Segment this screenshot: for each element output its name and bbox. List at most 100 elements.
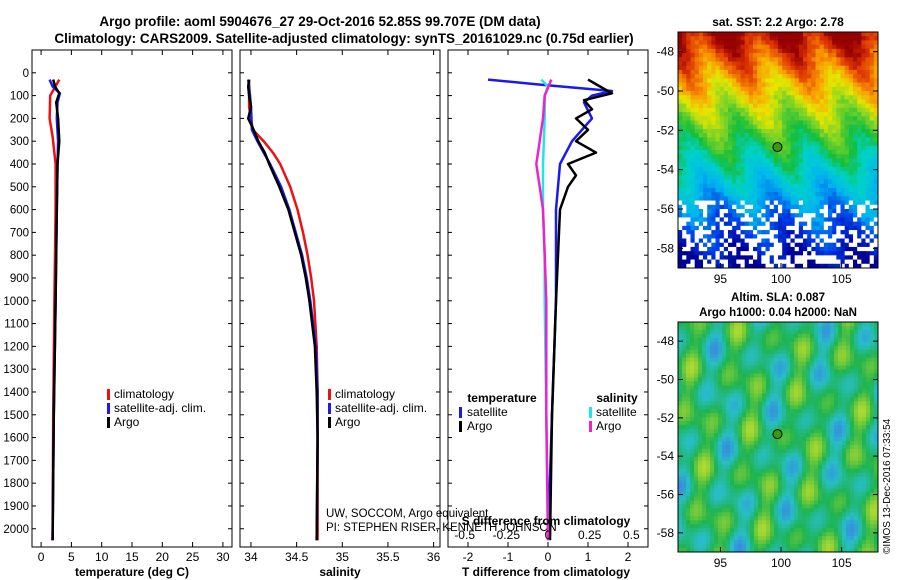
map-cell <box>707 128 712 134</box>
map-cell <box>774 480 779 486</box>
map-cell <box>750 413 755 418</box>
map-cell <box>798 349 803 355</box>
map-cell <box>866 468 871 474</box>
map-cell <box>844 95 850 100</box>
map-cell <box>838 440 843 446</box>
map-cell <box>836 204 841 210</box>
map-cell <box>686 238 691 244</box>
map-cell <box>832 145 837 151</box>
map-cell <box>765 183 771 189</box>
map-cell <box>726 377 731 382</box>
map-cell <box>828 213 833 218</box>
map-cell <box>748 48 754 54</box>
map-cell <box>698 476 703 482</box>
x-tick-label: 34.5 <box>285 550 309 564</box>
map-cell <box>757 200 762 206</box>
map-cell <box>803 120 808 126</box>
map-cell <box>869 200 875 206</box>
map-cell <box>694 341 699 347</box>
map-cell <box>765 230 771 235</box>
map-cell <box>742 425 747 430</box>
map-cell <box>778 74 783 79</box>
map-cell <box>714 401 719 406</box>
map-cell <box>758 480 763 486</box>
map-cell <box>736 120 741 126</box>
map-cell <box>798 246 804 252</box>
map-cell <box>826 381 831 386</box>
map-cell <box>678 361 683 367</box>
map-cell <box>698 440 703 446</box>
map-cell <box>722 337 727 343</box>
map-cell <box>844 158 850 164</box>
map-cell <box>698 61 704 67</box>
map-cell <box>678 213 683 218</box>
map-cell <box>819 179 825 185</box>
map-cell <box>757 99 762 105</box>
map-cell <box>773 95 779 100</box>
map-cell <box>794 361 799 367</box>
map-cell <box>690 456 695 462</box>
map-cell <box>740 44 746 50</box>
map-cell <box>694 480 699 486</box>
map-cell <box>698 162 704 168</box>
map-cell <box>765 225 771 231</box>
map-cell <box>854 377 859 382</box>
depth-tick-label: 1000 <box>3 296 29 308</box>
map-cell <box>682 425 687 430</box>
map-cell <box>707 259 712 265</box>
map-cell <box>838 361 843 367</box>
map-cell <box>811 133 816 138</box>
map-cell <box>811 112 816 117</box>
map-cell <box>858 421 863 426</box>
map-cell <box>761 40 766 46</box>
map-cell <box>782 452 787 458</box>
map-cell <box>694 74 700 79</box>
map-cell <box>723 53 729 58</box>
map-cell <box>822 413 827 418</box>
map-cell <box>773 124 779 130</box>
map-cell <box>757 103 762 109</box>
map-cell <box>778 36 783 41</box>
map-cell <box>810 361 815 367</box>
map-cell <box>815 230 821 235</box>
map-cell <box>765 82 771 88</box>
map-cell <box>734 357 739 363</box>
map-cell <box>810 401 815 406</box>
x-tick-label: -2 <box>463 550 474 564</box>
map-cell <box>834 437 839 442</box>
map-cell <box>810 365 815 371</box>
map-cell <box>750 472 755 478</box>
map-cell <box>869 124 875 130</box>
map-cell <box>703 57 708 62</box>
map-cell <box>790 234 796 239</box>
map-cell <box>790 225 796 231</box>
map-cell <box>798 150 804 155</box>
map-cell <box>790 329 795 335</box>
map-cell <box>869 175 875 180</box>
map-cell <box>778 448 783 454</box>
map-cell <box>818 337 823 343</box>
map-cell <box>790 444 795 450</box>
map-cell <box>770 361 775 367</box>
map-cell <box>840 133 846 138</box>
map-cell <box>865 154 871 159</box>
map-cell <box>753 44 758 50</box>
depth-tick-label: 500 <box>10 182 29 194</box>
map-cell <box>698 337 703 343</box>
map-cell <box>858 373 863 379</box>
map-cell <box>728 116 733 121</box>
map-cell <box>870 373 875 379</box>
map-cell <box>710 401 715 406</box>
map-cell <box>732 69 737 75</box>
legend-title-salinity: salinity <box>596 391 638 405</box>
map-cell <box>769 204 775 210</box>
map-cell <box>703 137 708 143</box>
sst-map-title: sat. SST: 2.2 Argo: 2.78 <box>712 15 844 29</box>
map-cell <box>682 242 687 248</box>
map-cell <box>773 116 779 121</box>
map-cell <box>858 456 863 462</box>
map-cell <box>774 341 779 347</box>
map-cell <box>840 246 846 252</box>
map-cell <box>853 48 858 54</box>
map-cell <box>728 112 733 117</box>
